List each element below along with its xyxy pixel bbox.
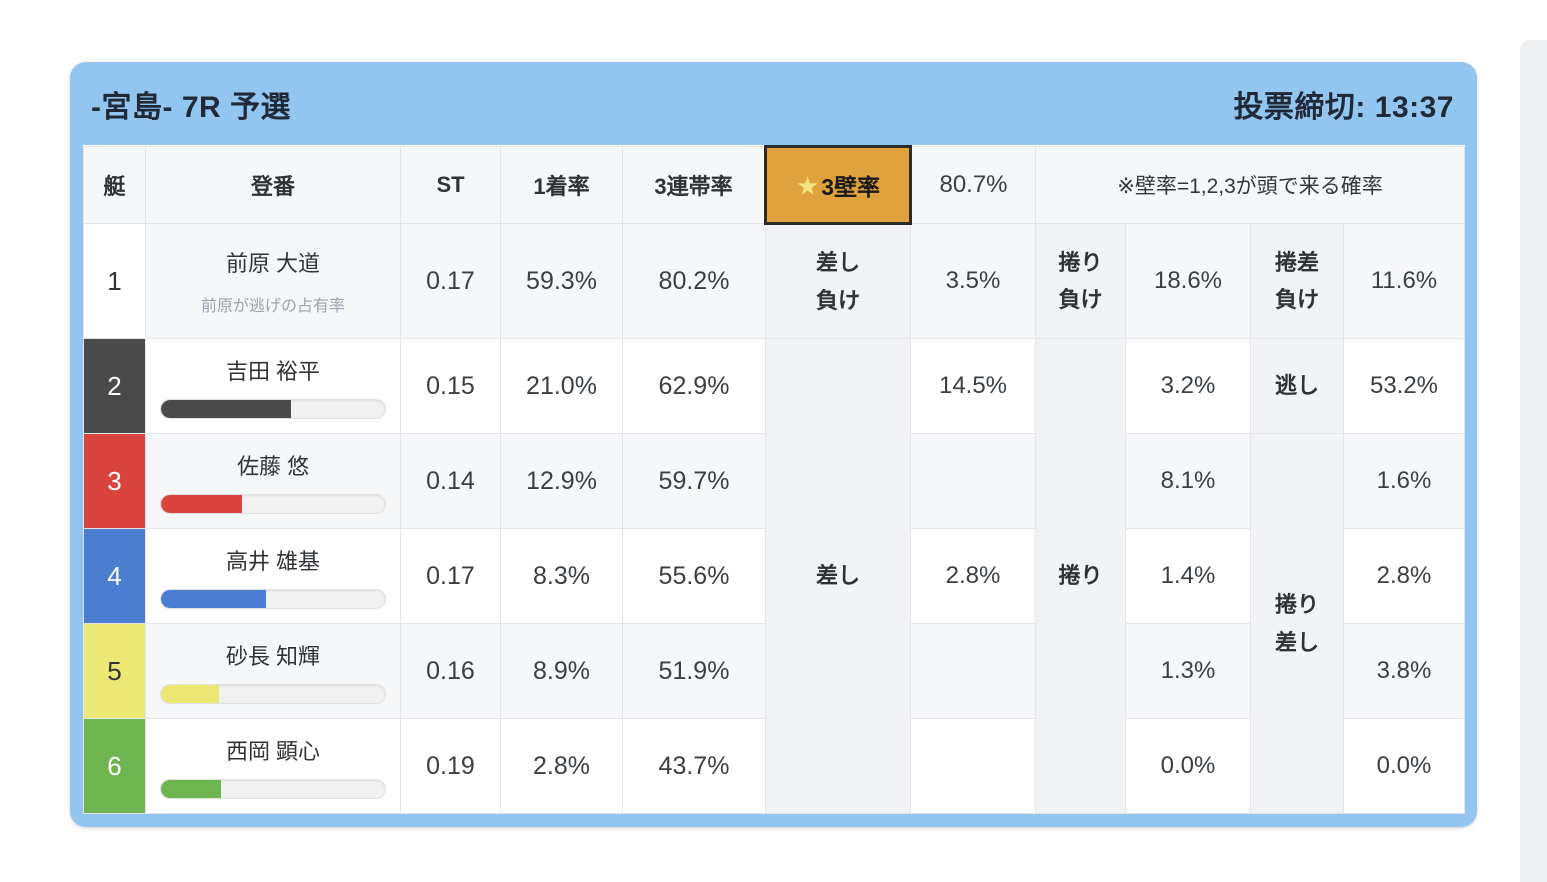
makurizashi-value: 0.0% [1342, 718, 1466, 814]
wall-rate-note: ※壁率=1,2,3が頭で来る確率 [1034, 146, 1466, 224]
racer-name: 吉田 裕平 [225, 358, 321, 384]
sashi-make-label: 差し 負け [765, 223, 911, 339]
nigashi-value: 53.2% [1342, 338, 1466, 434]
racer-name: 高井 雄基 [225, 548, 321, 574]
header-row: 艇 登番 ST 1着率 3連帯率 ★3壁率 80.7% ※壁率=1,2,3が頭で… [83, 145, 1466, 225]
share-bar-fill [161, 399, 291, 418]
race-header: -宮島- 7R 予選 投票締切: 13:37 [83, 62, 1464, 145]
header-top3-rate: 3連帯率 [622, 146, 766, 224]
st-value: 0.19 [400, 718, 501, 814]
makuri-value: 3.2% [1125, 338, 1251, 434]
makuri-label: 捲り [1035, 338, 1126, 814]
vote-deadline: 投票締切: 13:37 [1233, 90, 1454, 124]
wall-rate-label: 3壁率 [821, 174, 881, 200]
racer-name: 前原 大道 [225, 251, 321, 276]
st-value: 0.17 [400, 528, 501, 624]
makuri-value: 1.3% [1125, 623, 1251, 719]
makuri-value: 0.0% [1125, 718, 1251, 814]
sashi-value [910, 718, 1036, 814]
wall-rate-toggle[interactable]: ★3壁率 [764, 145, 912, 225]
win-rate-value: 12.9% [500, 433, 623, 529]
header-boat: 艇 [83, 146, 146, 224]
st-value: 0.16 [400, 623, 501, 719]
table-row: 2 吉田 裕平 0.15 21.0% 62.9% 差し 14.5% 捲り 3.2… [83, 338, 1466, 814]
boat-number-cell: 5 [83, 623, 146, 719]
win-rate-value: 21.0% [500, 338, 623, 434]
racer-subtitle: 前原が逃げの占有率 [200, 298, 345, 315]
makuri-make-value: 18.6% [1125, 223, 1251, 339]
top3-rate-value: 62.9% [622, 338, 766, 434]
race-panel: -宮島- 7R 予選 投票締切: 13:37 艇 登番 ST 1着率 3連帯率 … [70, 62, 1477, 827]
racer-cell: 西岡 顕心 [145, 718, 401, 814]
share-bar-fill [161, 494, 242, 513]
sashi-make-value: 3.5% [910, 223, 1036, 339]
header-racer: 登番 [145, 146, 401, 224]
makurizashi-value: 2.8% [1342, 528, 1466, 624]
boat-number-cell: 2 [83, 338, 146, 434]
top3-rate-value: 55.6% [622, 528, 766, 624]
sashi-label: 差し [765, 338, 911, 814]
race-title: -宮島- 7R 予選 [91, 90, 291, 124]
table-row: 4 高井 雄基 0.17 8.3% 55.6% 2.8% 1.4% 2.8% [83, 528, 1466, 624]
racer-cell: 前原 大道 前原が逃げの占有率 [145, 223, 401, 339]
makurizashi-value: 3.8% [1342, 623, 1466, 719]
makurizashi-label: 捲り 差し [1250, 433, 1344, 814]
top3-rate-value: 51.9% [622, 623, 766, 719]
makuri-value: 8.1% [1125, 433, 1251, 529]
share-bar [160, 778, 386, 799]
st-value: 0.17 [400, 223, 501, 339]
header-win-rate: 1着率 [500, 146, 623, 224]
share-bar [160, 683, 386, 704]
racer-name: 西岡 顕心 [225, 738, 321, 764]
boat-number-cell: 4 [83, 528, 146, 624]
st-value: 0.15 [400, 338, 501, 434]
sashi-value: 14.5% [910, 338, 1036, 434]
win-rate-value: 8.9% [500, 623, 623, 719]
share-bar [160, 588, 386, 609]
star-icon: ★ [795, 171, 820, 201]
share-bar [160, 493, 386, 514]
share-bar [160, 398, 386, 419]
top3-rate-value: 80.2% [622, 223, 766, 339]
table-row: 1 前原 大道 前原が逃げの占有率 0.17 59.3% 80.2% 差し 負け… [83, 223, 1466, 339]
wall-rate-value: 80.7% [910, 146, 1036, 224]
table-row: 6 西岡 顕心 0.19 2.8% 43.7% 0.0% 0.0% [83, 718, 1466, 814]
race-table: 艇 登番 ST 1着率 3連帯率 ★3壁率 80.7% ※壁率=1,2,3が頭で… [83, 145, 1466, 814]
boat-number-cell: 6 [83, 718, 146, 814]
sashi-value [910, 623, 1036, 719]
makurizashi-value: 1.6% [1342, 433, 1466, 529]
table-row: 3 佐藤 悠 0.14 12.9% 59.7% 8.1% 捲り 差し 1.6% [83, 433, 1466, 814]
win-rate-value: 59.3% [500, 223, 623, 339]
top3-rate-value: 43.7% [622, 718, 766, 814]
win-rate-value: 2.8% [500, 718, 623, 814]
win-rate-value: 8.3% [500, 528, 623, 624]
share-bar-fill [161, 589, 267, 608]
top3-rate-value: 59.7% [622, 433, 766, 529]
makuri-make-label: 捲り 負け [1035, 223, 1126, 339]
racer-cell: 高井 雄基 [145, 528, 401, 624]
racer-name: 砂長 知輝 [225, 643, 321, 669]
racer-cell: 砂長 知輝 [145, 623, 401, 719]
racer-name: 佐藤 悠 [236, 453, 310, 479]
boat-number-cell: 1 [83, 223, 146, 339]
makurizashi-make-value: 11.6% [1342, 223, 1466, 339]
racer-cell: 佐藤 悠 [145, 433, 401, 529]
racer-cell: 吉田 裕平 [145, 338, 401, 434]
share-bar-fill [161, 779, 222, 798]
table-row: 5 砂長 知輝 0.16 8.9% 51.9% 1.3% 3.8% [83, 623, 1466, 719]
makuri-value: 1.4% [1125, 528, 1251, 624]
st-value: 0.14 [400, 433, 501, 529]
sashi-value [910, 433, 1036, 529]
nigashi-label: 逃し [1250, 338, 1344, 434]
makurizashi-make-label: 捲差 負け [1250, 223, 1344, 339]
share-bar-fill [161, 684, 220, 703]
sashi-value: 2.8% [910, 528, 1036, 624]
boat-number-cell: 3 [83, 433, 146, 529]
page-edge [1520, 40, 1547, 882]
header-st: ST [400, 146, 501, 224]
